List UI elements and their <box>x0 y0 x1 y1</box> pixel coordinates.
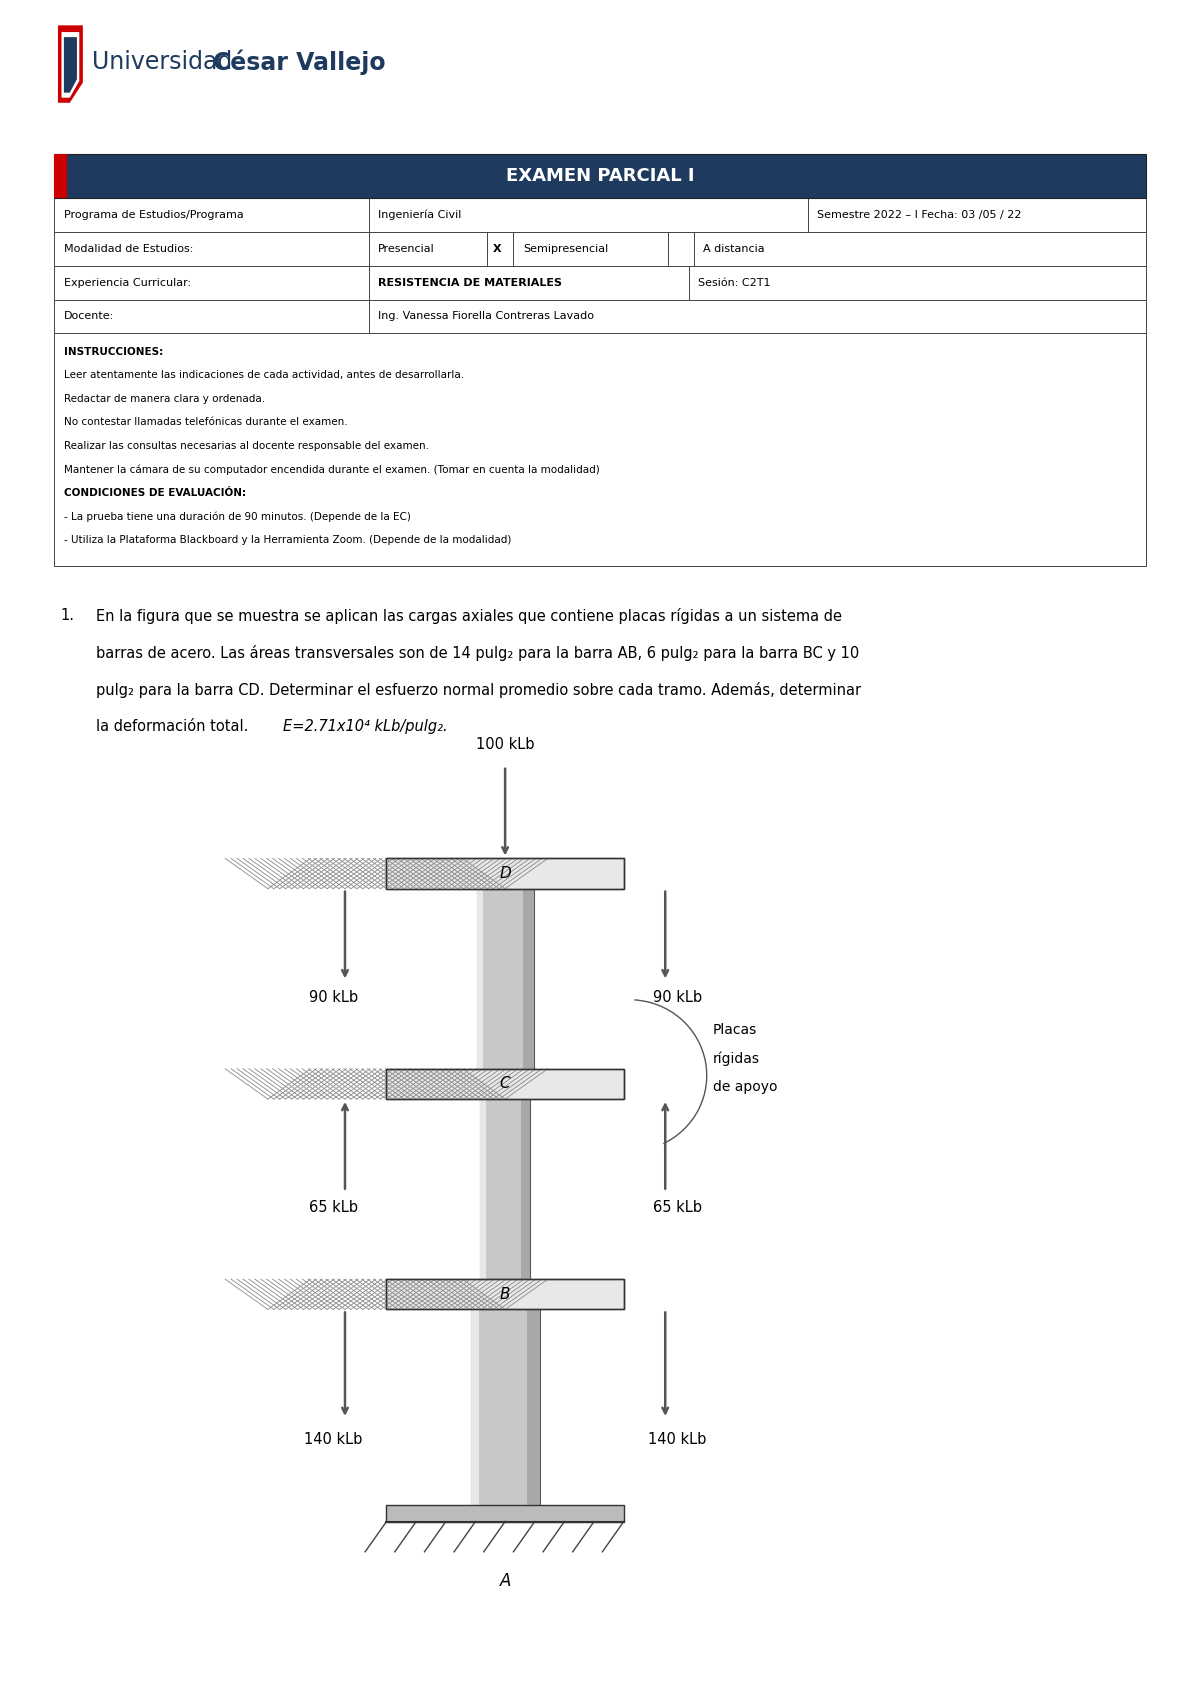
Text: 90 kLb: 90 kLb <box>653 989 702 1005</box>
Text: - La prueba tiene una duración de 90 minutos. (Depende de la EC): - La prueba tiene una duración de 90 min… <box>64 512 410 523</box>
FancyBboxPatch shape <box>523 889 534 1069</box>
Text: Redactar de manera clara y ordenada.: Redactar de manera clara y ordenada. <box>64 394 265 404</box>
Text: 65 kLb: 65 kLb <box>308 1200 358 1215</box>
Text: Semestre 2022 – I Fecha: 03 /05 / 22: Semestre 2022 – I Fecha: 03 /05 / 22 <box>817 210 1021 221</box>
Polygon shape <box>64 37 77 93</box>
Text: - Utiliza la Plataforma Blackboard y la Herramienta Zoom. (Depende de la modalid: - Utiliza la Plataforma Blackboard y la … <box>64 535 511 545</box>
Text: Universidad: Universidad <box>92 51 240 75</box>
Polygon shape <box>61 32 79 98</box>
Text: barras de acero. Las áreas transversales son de 14 pulg₂ para la barra AB, 6 pul: barras de acero. Las áreas transversales… <box>96 645 859 660</box>
Text: Modalidad de Estudios:: Modalidad de Estudios: <box>64 244 193 255</box>
Text: Ing. Vanessa Fiorella Contreras Lavado: Ing. Vanessa Fiorella Contreras Lavado <box>378 311 594 321</box>
Text: 65 kLb: 65 kLb <box>653 1200 702 1215</box>
Text: Experiencia Curricular:: Experiencia Curricular: <box>64 278 191 288</box>
Text: Semipresencial: Semipresencial <box>523 244 608 255</box>
Text: Docente:: Docente: <box>64 311 114 321</box>
Text: C: C <box>499 1076 510 1091</box>
Text: 100 kLb: 100 kLb <box>476 736 534 752</box>
Text: En la figura que se muestra se aplican las cargas axiales que contiene placas rí: En la figura que se muestra se aplican l… <box>96 608 842 623</box>
Text: 90 kLb: 90 kLb <box>308 989 358 1005</box>
Text: E=2.71x10⁴ kLb/pulg₂.: E=2.71x10⁴ kLb/pulg₂. <box>283 720 448 733</box>
Text: D: D <box>499 865 511 881</box>
Text: de apoyo: de apoyo <box>713 1081 778 1095</box>
FancyBboxPatch shape <box>54 154 1146 199</box>
FancyBboxPatch shape <box>54 232 1146 266</box>
Text: A: A <box>499 1571 511 1590</box>
FancyBboxPatch shape <box>386 859 624 889</box>
Text: rígidas: rígidas <box>713 1052 760 1066</box>
FancyBboxPatch shape <box>54 266 1146 300</box>
FancyBboxPatch shape <box>386 1069 624 1100</box>
FancyBboxPatch shape <box>386 1505 624 1522</box>
Polygon shape <box>58 25 83 104</box>
FancyBboxPatch shape <box>521 1100 530 1280</box>
Text: Leer atentamente las indicaciones de cada actividad, antes de desarrollarla.: Leer atentamente las indicaciones de cad… <box>64 370 464 380</box>
Text: Realizar las consultas necesarias al docente responsable del examen.: Realizar las consultas necesarias al doc… <box>64 441 428 451</box>
Text: Sesión: C2T1: Sesión: C2T1 <box>698 278 770 288</box>
FancyBboxPatch shape <box>480 1100 530 1280</box>
Text: RESISTENCIA DE MATERIALES: RESISTENCIA DE MATERIALES <box>378 278 562 288</box>
Text: INSTRUCCIONES:: INSTRUCCIONES: <box>64 346 163 356</box>
Text: 140 kLb: 140 kLb <box>304 1432 362 1448</box>
Text: 140 kLb: 140 kLb <box>648 1432 707 1448</box>
Text: A distancia: A distancia <box>703 244 764 255</box>
FancyBboxPatch shape <box>54 199 1146 232</box>
Text: B: B <box>500 1286 510 1302</box>
FancyBboxPatch shape <box>470 1310 540 1509</box>
Text: César Vallejo: César Vallejo <box>214 49 386 75</box>
FancyBboxPatch shape <box>386 1280 624 1310</box>
FancyBboxPatch shape <box>54 300 1146 333</box>
Text: Placas: Placas <box>713 1023 757 1037</box>
Text: 1.: 1. <box>60 608 74 623</box>
Text: CONDICIONES DE EVALUACIÓN:: CONDICIONES DE EVALUACIÓN: <box>64 489 246 499</box>
Text: Ingeniería Civil: Ingeniería Civil <box>378 210 462 221</box>
Text: Presencial: Presencial <box>378 244 434 255</box>
FancyBboxPatch shape <box>476 889 484 1069</box>
FancyBboxPatch shape <box>476 889 534 1069</box>
Text: X: X <box>493 244 502 255</box>
Text: Programa de Estudios/Programa: Programa de Estudios/Programa <box>64 210 244 221</box>
FancyBboxPatch shape <box>527 1310 540 1509</box>
Text: Mantener la cámara de su computador encendida durante el examen. (Tomar en cuent: Mantener la cámara de su computador ence… <box>64 465 600 475</box>
Text: EXAMEN PARCIAL I: EXAMEN PARCIAL I <box>505 166 695 185</box>
FancyBboxPatch shape <box>54 333 1146 565</box>
Text: la deformación total.: la deformación total. <box>96 720 253 733</box>
FancyBboxPatch shape <box>480 1100 486 1280</box>
Text: pulg₂ para la barra CD. Determinar el esfuerzo normal promedio sobre cada tramo.: pulg₂ para la barra CD. Determinar el es… <box>96 682 862 697</box>
Text: No contestar llamadas telefónicas durante el examen.: No contestar llamadas telefónicas durant… <box>64 417 348 428</box>
FancyBboxPatch shape <box>54 154 67 199</box>
FancyBboxPatch shape <box>470 1310 479 1509</box>
